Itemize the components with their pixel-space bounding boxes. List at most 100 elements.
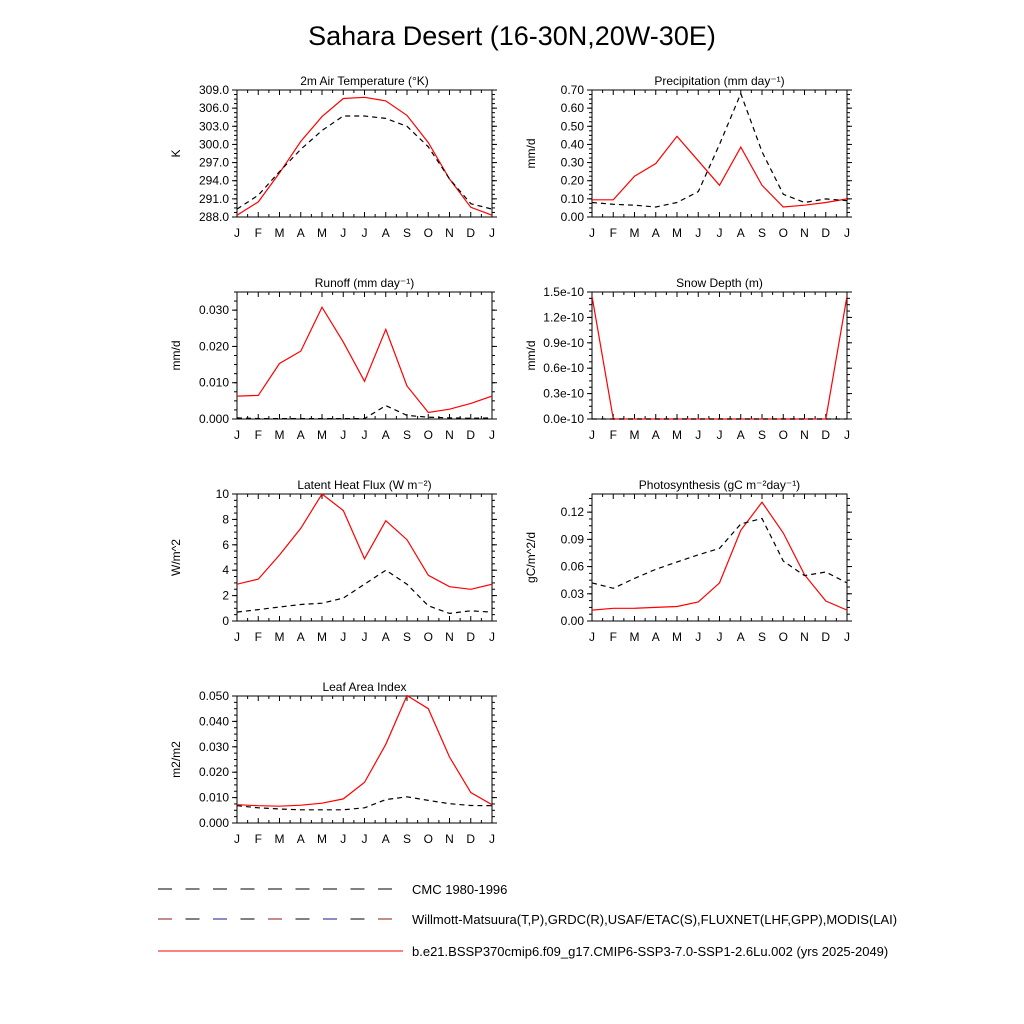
- y-tick-label: 0.030: [199, 740, 229, 754]
- x-tick-label: M: [317, 428, 327, 442]
- x-tick-label: O: [424, 630, 433, 644]
- y-tick-label: 0.9e-10: [543, 336, 584, 350]
- x-tick-label: J: [489, 832, 495, 846]
- plot-frame: [591, 291, 848, 420]
- x-tick-label: M: [630, 226, 640, 240]
- chart-panel-5: Latent Heat Flux (W m⁻²)W/m^2J F M A M J J A S O N…: [169, 478, 497, 644]
- x-tick-label: F: [255, 226, 262, 240]
- legend-item-1: CMC 1980-1996: [158, 882, 507, 897]
- x-tick-label: O: [424, 832, 433, 846]
- x-tick-label: N: [800, 630, 809, 644]
- y-tick-label: 0.09: [561, 532, 585, 546]
- x-tick-label: S: [403, 226, 411, 240]
- y-tick-label: 0.3e-10: [543, 387, 584, 401]
- x-tick-label: M: [317, 832, 327, 846]
- y-axis-label: gC/m^2/d: [524, 532, 538, 583]
- y-tick-label: 0.000: [199, 816, 229, 830]
- panel-title: Snow Depth (m): [676, 276, 763, 290]
- x-tick-label: J: [362, 226, 368, 240]
- x-tick-label: F: [610, 428, 617, 442]
- plot-frame: [236, 89, 493, 218]
- y-tick-label: 0.20: [561, 174, 585, 188]
- x-tick-label: A: [297, 630, 305, 644]
- x-tick-label: J: [340, 630, 346, 644]
- y-tick-label: 0.010: [199, 376, 229, 390]
- x-tick-label: J: [844, 630, 850, 644]
- panel-title: Latent Heat Flux (W m⁻²): [297, 478, 431, 492]
- x-tick-label: O: [424, 226, 433, 240]
- x-tick-label: A: [652, 630, 660, 644]
- x-tick-label: N: [445, 428, 454, 442]
- x-tick-label: N: [445, 630, 454, 644]
- x-tick-label: M: [275, 630, 285, 644]
- x-tick-label: J: [589, 226, 595, 240]
- x-tick-label: J: [234, 428, 240, 442]
- y-tick-label: 0.40: [561, 137, 585, 151]
- x-tick-label: J: [844, 428, 850, 442]
- series-line-observed: [237, 115, 492, 210]
- series-line-model: [592, 296, 847, 420]
- x-tick-label: M: [672, 630, 682, 644]
- series-line-model: [237, 695, 492, 807]
- x-tick-label: D: [466, 630, 475, 644]
- x-tick-label: M: [672, 226, 682, 240]
- y-axis-label: K: [169, 149, 183, 157]
- x-tick-label: S: [403, 832, 411, 846]
- x-tick-label: M: [630, 428, 640, 442]
- x-tick-label: O: [779, 428, 788, 442]
- series-line-observed: [237, 569, 492, 615]
- x-tick-label: A: [382, 832, 390, 846]
- x-tick-label: J: [844, 226, 850, 240]
- y-axis-label: mm/d: [524, 341, 538, 371]
- y-axis-label: W/m^2: [169, 539, 183, 576]
- y-tick-label: 1.2e-10: [543, 310, 584, 324]
- panel-title: Precipitation (mm day⁻¹): [654, 74, 784, 88]
- y-tick-label: 0.030: [199, 303, 229, 317]
- x-tick-label: J: [362, 832, 368, 846]
- chart-panel-2: Precipitation (mm day⁻¹)mm/dJ F M A M J J A S O N D…: [524, 74, 852, 240]
- x-tick-label: S: [758, 428, 766, 442]
- x-tick-label: O: [779, 630, 788, 644]
- x-tick-label: J: [695, 428, 701, 442]
- y-axis-label: mm/d: [169, 341, 183, 371]
- x-tick-label: O: [424, 428, 433, 442]
- chart-panels: 2m Air Temperature (°K)KJ F M A M J J A S O N D J288…: [169, 74, 852, 846]
- y-tick-label: 10: [216, 487, 230, 501]
- x-tick-label: M: [317, 226, 327, 240]
- y-tick-label: 0.020: [199, 339, 229, 353]
- x-tick-label: S: [758, 630, 766, 644]
- x-tick-label: J: [234, 226, 240, 240]
- x-tick-label: A: [737, 630, 745, 644]
- y-tick-label: 8: [222, 512, 229, 526]
- legend-label: b.e21.BSSP370cmip6.f09_g17.CMIP6-SSP3-7.…: [412, 944, 888, 959]
- x-tick-label: J: [340, 832, 346, 846]
- x-tick-label: S: [403, 428, 411, 442]
- y-tick-label: 297.0: [199, 156, 229, 170]
- x-tick-label: F: [610, 630, 617, 644]
- y-tick-label: 0.000: [199, 412, 229, 426]
- plot-frame: [591, 89, 848, 218]
- y-tick-label: 306.0: [199, 101, 229, 115]
- x-tick-label: A: [652, 226, 660, 240]
- panel-title: Photosynthesis (gC m⁻²day⁻¹): [639, 478, 800, 492]
- panel-title: 2m Air Temperature (°K): [300, 74, 429, 88]
- x-tick-label: D: [821, 226, 830, 240]
- x-tick-label: F: [610, 226, 617, 240]
- x-tick-label: S: [758, 226, 766, 240]
- y-axis-label: mm/d: [524, 139, 538, 169]
- y-tick-label: 0.12: [561, 505, 585, 519]
- series-line-observed: [592, 91, 847, 208]
- y-tick-label: 294.0: [199, 174, 229, 188]
- plot-frame: [591, 493, 848, 622]
- y-tick-label: 0.00: [561, 210, 585, 224]
- x-tick-label: J: [234, 630, 240, 644]
- chart-panel-4: Snow Depth (m)mm/dJ F M A M J J A S O N D J0.0e-100.…: [524, 276, 852, 442]
- panel-title: Leaf Area Index: [322, 680, 406, 694]
- series-line-observed: [592, 517, 847, 589]
- x-tick-label: A: [652, 428, 660, 442]
- y-tick-label: 0.010: [199, 791, 229, 805]
- x-tick-label: J: [234, 832, 240, 846]
- y-tick-label: 0.10: [561, 192, 585, 206]
